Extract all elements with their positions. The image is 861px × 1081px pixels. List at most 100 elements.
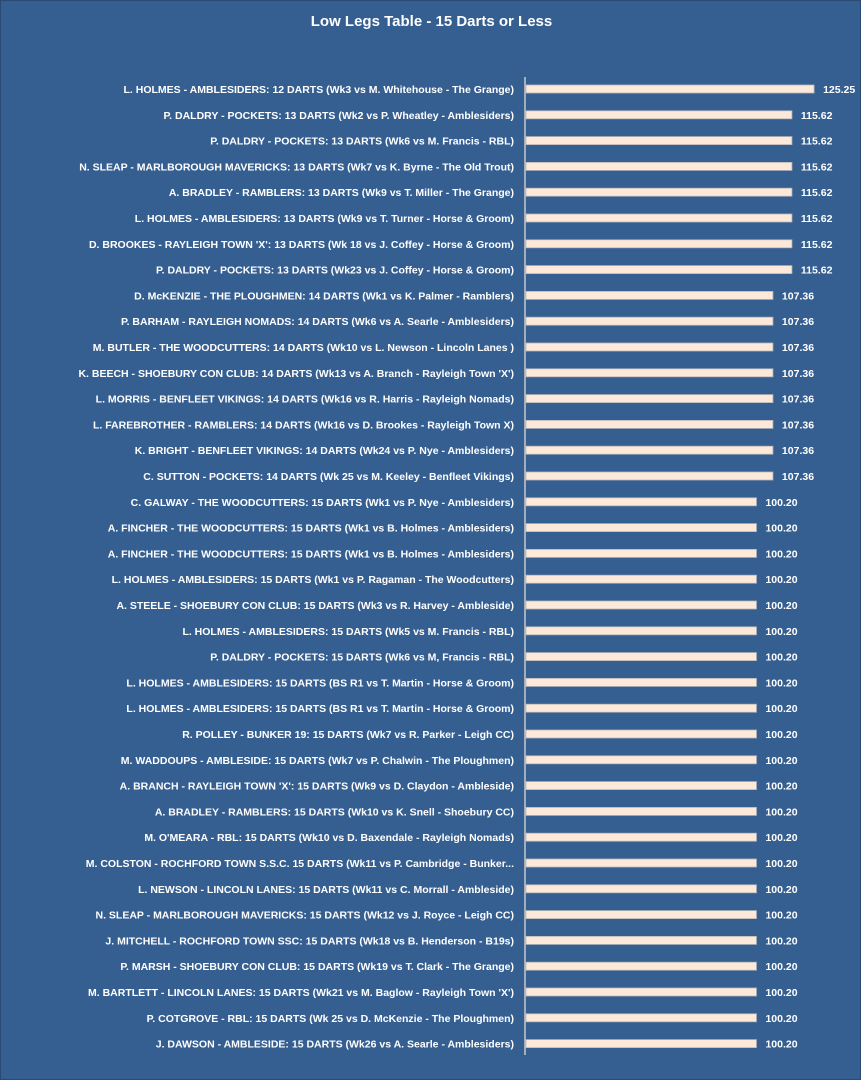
data-label: 100.20	[765, 961, 797, 973]
data-label: 100.20	[765, 781, 797, 793]
bar	[525, 781, 757, 790]
bar	[525, 678, 757, 687]
category-label: L. HOLMES - AMBLESIDERS: 13 DARTS (Wk9 v…	[135, 213, 514, 225]
data-label: 100.20	[765, 523, 797, 535]
category-label: A. FINCHER - THE WOODCUTTERS: 15 DARTS (…	[108, 548, 514, 560]
category-label: P. DALDRY - POCKETS: 13 DARTS (Wk2 vs P.…	[164, 110, 514, 122]
category-label: L. HOLMES - AMBLESIDERS: 15 DARTS (BS R1…	[126, 703, 514, 715]
bar	[525, 936, 757, 945]
data-label: 107.36	[782, 445, 814, 457]
bar	[525, 316, 774, 326]
category-label: C. SUTTON - POCKETS: 14 DARTS (Wk 25 vs …	[143, 471, 514, 483]
data-label: 115.62	[801, 136, 833, 148]
data-label: 107.36	[782, 368, 814, 380]
category-label: P. DALDRY - POCKETS: 13 DARTS (Wk6 vs M.…	[210, 136, 514, 148]
category-label: A. BRANCH - RAYLEIGH TOWN 'X': 15 DARTS …	[120, 781, 514, 793]
data-label: 100.20	[765, 858, 797, 870]
data-label: 100.20	[765, 497, 797, 509]
bar	[525, 910, 757, 919]
bar	[525, 265, 793, 275]
data-label: 100.20	[765, 806, 797, 818]
data-label: 115.62	[801, 161, 833, 173]
chart-title: Low Legs Table - 15 Darts or Less	[310, 13, 553, 30]
category-label: M. BUTLER - THE WOODCUTTERS: 14 DARTS (W…	[93, 342, 514, 354]
data-label: 100.20	[765, 626, 797, 638]
category-label: L. FAREBROTHER - RAMBLERS: 14 DARTS (Wk1…	[93, 419, 514, 431]
data-label: 100.20	[765, 703, 797, 715]
bar	[525, 807, 757, 816]
data-label: 107.36	[782, 394, 814, 406]
category-label: M. BARTLETT - LINCOLN LANES: 15 DARTS (W…	[88, 987, 514, 999]
category-label: P. BARHAM - RAYLEIGH NOMADS: 14 DARTS (W…	[121, 316, 514, 328]
category-label: R. POLLEY - BUNKER 19: 15 DARTS (Wk7 vs …	[182, 729, 514, 741]
bar	[525, 703, 757, 713]
bar	[525, 549, 757, 558]
category-label: A. STEELE - SHOEBURY CON CLUB: 15 DARTS …	[116, 600, 514, 612]
bar	[525, 368, 774, 378]
bar	[525, 342, 774, 352]
category-label: L. HOLMES - AMBLESIDERS: 15 DARTS (Wk1 v…	[112, 574, 514, 586]
data-label: 100.20	[765, 910, 797, 922]
bar	[525, 136, 793, 146]
category-label: P. MARSH - SHOEBURY CON CLUB: 15 DARTS (…	[120, 961, 514, 973]
bar	[525, 394, 774, 404]
bar	[525, 110, 793, 120]
category-label: A. BRADLEY - RAMBLERS: 15 DARTS (Wk10 vs…	[155, 806, 514, 818]
category-label: D. BROOKES - RAYLEIGH TOWN 'X': 13 DARTS…	[89, 239, 514, 251]
bar	[525, 987, 757, 997]
bar	[525, 1013, 757, 1023]
bar	[525, 471, 774, 481]
category-label: K. BRIGHT - BENFLEET VIKINGS: 14 DARTS (…	[135, 445, 514, 457]
data-label: 100.20	[765, 987, 797, 999]
bar	[525, 755, 757, 765]
bar	[525, 884, 757, 894]
data-label: 107.36	[782, 316, 814, 328]
data-label: 100.20	[765, 935, 797, 947]
bar	[525, 213, 793, 223]
data-label: 100.20	[765, 600, 797, 612]
bar	[525, 84, 815, 94]
category-label: D. McKENZIE - THE PLOUGHMEN: 14 DARTS (W…	[134, 290, 514, 302]
data-label: 115.62	[801, 110, 833, 122]
category-label: M. COLSTON - ROCHFORD TOWN S.S.C. 15 DAR…	[86, 858, 514, 870]
bar	[525, 497, 757, 507]
bar	[525, 445, 774, 455]
category-label: L. MORRIS - BENFLEET VIKINGS: 14 DARTS (…	[96, 394, 514, 406]
data-label: 115.62	[801, 265, 833, 277]
data-label: 100.20	[765, 677, 797, 689]
data-label: 100.20	[765, 548, 797, 560]
data-label: 100.20	[765, 1013, 797, 1025]
bar	[525, 961, 757, 971]
category-label: L. NEWSON - LINCOLN LANES: 15 DARTS (Wk1…	[138, 884, 514, 896]
data-label: 100.20	[765, 574, 797, 586]
category-label: L. HOLMES - AMBLESIDERS: 12 DARTS (Wk3 v…	[124, 84, 514, 96]
data-label: 100.20	[765, 755, 797, 767]
data-label: 125.25	[823, 84, 855, 96]
category-label: C. GALWAY - THE WOODCUTTERS: 15 DARTS (W…	[131, 497, 514, 509]
category-label: A. FINCHER - THE WOODCUTTERS: 15 DARTS (…	[108, 523, 514, 535]
data-label: 115.62	[801, 213, 833, 225]
data-label: 100.20	[765, 884, 797, 896]
data-label: 107.36	[782, 419, 814, 431]
category-label: J. DAWSON - AMBLESIDE: 15 DARTS (Wk26 vs…	[156, 1039, 514, 1051]
data-label: 107.36	[782, 471, 814, 483]
bar	[525, 161, 793, 171]
bar	[525, 239, 793, 249]
bar	[525, 187, 793, 197]
data-label: 100.20	[765, 832, 797, 844]
category-label: J. MITCHELL - ROCHFORD TOWN SSC: 15 DART…	[105, 935, 514, 947]
category-label: P. DALDRY - POCKETS: 13 DARTS (Wk23 vs J…	[156, 265, 514, 277]
data-label: 107.36	[782, 290, 814, 302]
category-label: L. HOLMES - AMBLESIDERS: 15 DARTS (BS R1…	[126, 677, 514, 689]
bar	[525, 290, 774, 300]
bar	[525, 419, 774, 429]
category-label: M. O'MEARA - RBL: 15 DARTS (Wk10 vs D. B…	[144, 832, 514, 844]
category-label: M. WADDOUPS - AMBLESIDE: 15 DARTS (Wk7 v…	[121, 755, 514, 767]
category-label: P. COTGROVE - RBL: 15 DARTS (Wk 25 vs D.…	[147, 1013, 514, 1025]
bar	[525, 832, 757, 842]
category-label: A. BRADLEY - RAMBLERS: 13 DARTS (Wk9 vs …	[169, 187, 514, 199]
data-label: 115.62	[801, 187, 833, 199]
data-label: 100.20	[765, 652, 797, 664]
